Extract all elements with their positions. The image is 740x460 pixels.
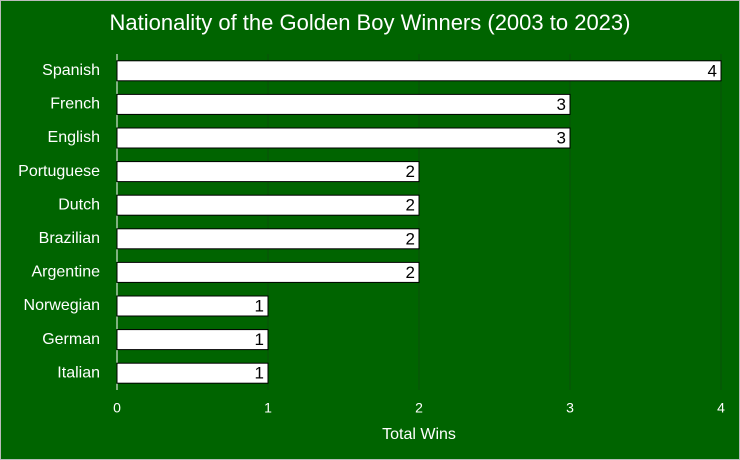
y-tick-label: Argentine: [32, 264, 101, 281]
y-tick-label: Dutch: [58, 196, 100, 213]
bar: [116, 295, 269, 317]
bar: [116, 362, 269, 384]
y-tick-label: Spanish: [42, 62, 100, 79]
data-label: 2: [406, 196, 415, 215]
bar: [116, 93, 571, 115]
bar: [116, 329, 269, 351]
data-label: 2: [406, 229, 415, 248]
bar: [116, 60, 722, 82]
y-tick-label: Norwegian: [24, 297, 100, 314]
x-axis-label: Total Wins: [382, 426, 456, 443]
data-label: 4: [708, 61, 717, 80]
y-tick-label: Portuguese: [18, 163, 100, 180]
y-tick-label: French: [50, 96, 100, 113]
x-tick-label: 0: [113, 400, 121, 416]
bar: [116, 261, 420, 283]
y-tick-label: Italian: [57, 364, 100, 381]
chart-title: Nationality of the Golden Boy Winners (2…: [110, 10, 631, 35]
x-tick-label: 1: [264, 400, 272, 416]
data-label: 2: [406, 162, 415, 181]
data-label: 1: [255, 296, 264, 315]
bar: [116, 127, 571, 149]
y-tick-label: Brazilian: [39, 230, 100, 247]
y-tick-label: English: [48, 129, 100, 146]
bar: [116, 194, 420, 216]
x-tick-label: 2: [415, 400, 423, 416]
data-label: 1: [255, 364, 264, 383]
data-label: 1: [255, 330, 264, 349]
y-tick-label: German: [42, 331, 100, 348]
data-label: 3: [557, 128, 566, 147]
data-label: 2: [406, 263, 415, 282]
bar: [116, 161, 420, 183]
data-label: 3: [557, 95, 566, 114]
x-tick-label: 3: [566, 400, 574, 416]
x-tick-label: 4: [717, 400, 725, 416]
bar: [116, 228, 420, 250]
